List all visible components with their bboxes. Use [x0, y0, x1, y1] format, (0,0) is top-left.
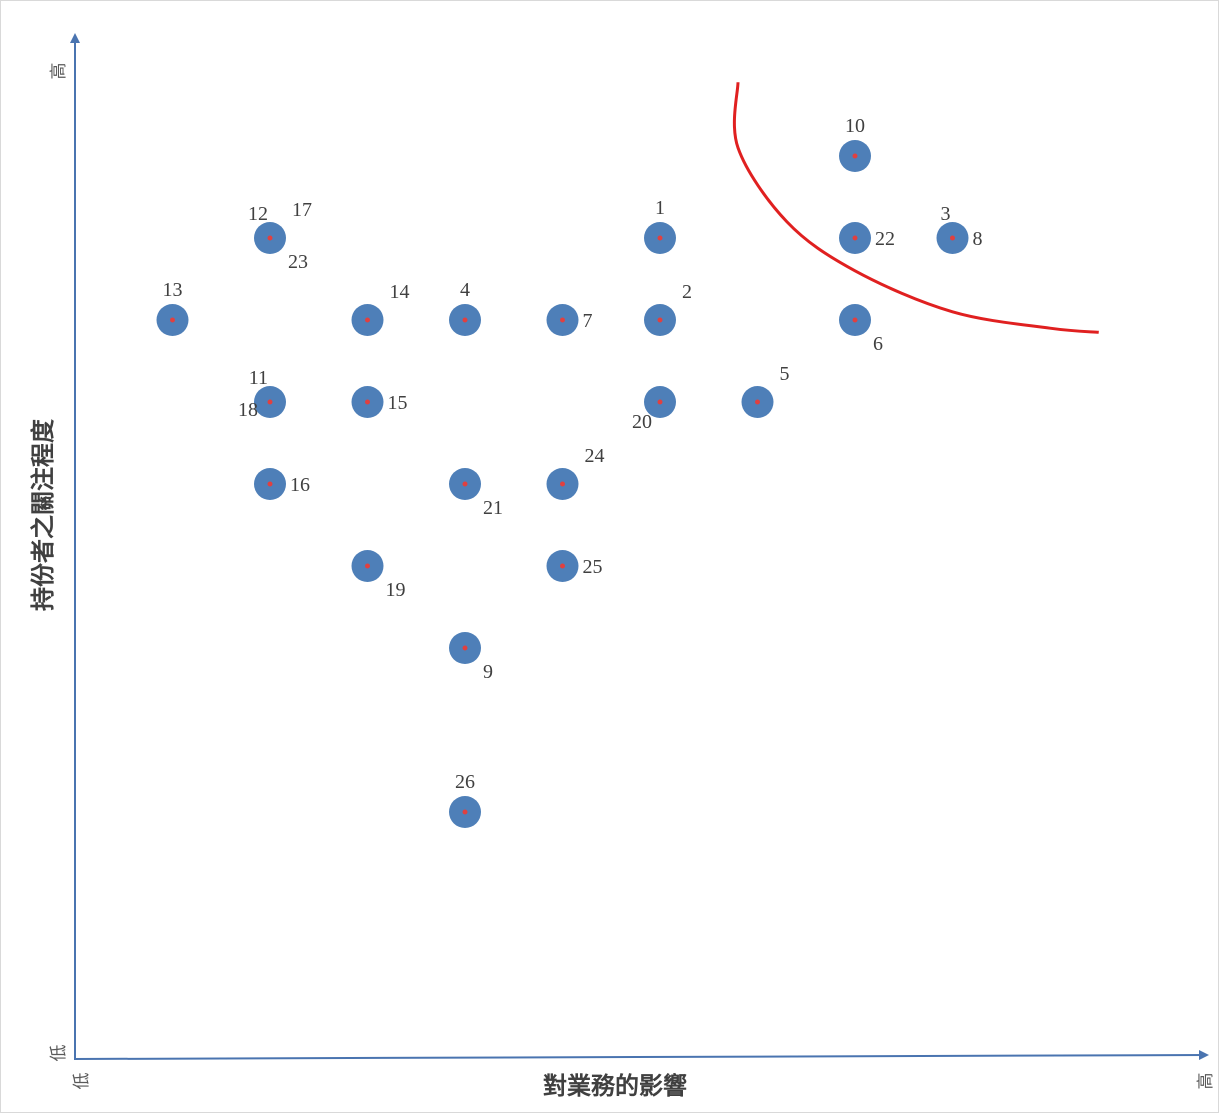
axes: [70, 33, 1209, 1061]
point-label: 4: [460, 279, 470, 301]
x-axis-line: [73, 1050, 1209, 1061]
data-point-center: [462, 809, 468, 815]
data-point-center: [560, 481, 565, 487]
data-point-center: [852, 153, 858, 159]
data-point-center: [267, 481, 273, 487]
point-label: 6: [873, 333, 883, 355]
point-label: 23: [288, 251, 308, 273]
data-point-center: [560, 317, 565, 323]
point-label: 18: [238, 399, 258, 421]
x-tick-low: 低: [72, 1073, 92, 1090]
point-label: 9: [483, 661, 493, 683]
point-label: 2: [682, 281, 692, 303]
data-point-center: [950, 235, 955, 241]
data-point-center: [462, 645, 468, 651]
data-point-center: [657, 235, 663, 241]
point-label: 7: [583, 310, 593, 332]
point-label: 11: [249, 367, 268, 389]
point-label: 20: [632, 411, 652, 433]
x-tick-high: 高: [1196, 1073, 1216, 1090]
point-label: 17: [292, 199, 312, 221]
data-point-center: [852, 317, 858, 323]
data-point-center: [365, 399, 370, 405]
point-label: 10: [845, 115, 865, 137]
point-label: 19: [386, 579, 406, 601]
data-point-center: [657, 317, 663, 323]
data-point-center: [657, 399, 663, 405]
data-point-center: [267, 399, 273, 405]
data-point-center: [852, 235, 858, 241]
point-label: 8: [973, 228, 983, 250]
point-label: 21: [483, 497, 503, 519]
point-label: 15: [388, 392, 408, 414]
data-point-center: [560, 563, 565, 569]
point-label: 12: [248, 203, 268, 225]
data-point-center: [267, 235, 273, 241]
data-point-center: [462, 481, 468, 487]
point-label: 3: [941, 203, 951, 225]
points-layer: [156, 140, 969, 828]
data-point-center: [462, 317, 468, 323]
y-tick-high: 高: [49, 63, 69, 80]
point-label: 22: [875, 228, 895, 250]
data-point-center: [755, 399, 760, 405]
y-axis-title: 持份者之關注程度: [29, 418, 57, 611]
data-point-center: [365, 563, 370, 569]
threshold-curve: [732, 82, 1099, 334]
data-point-center: [365, 317, 370, 323]
point-label: 26: [455, 771, 475, 793]
point-label: 25: [583, 556, 603, 578]
threshold-curve-layer: [732, 82, 1099, 334]
point-label: 16: [290, 474, 310, 496]
y-tick-low: 低: [49, 1045, 69, 1062]
point-label: 13: [163, 279, 183, 301]
point-label: 14: [390, 281, 410, 303]
point-label: 24: [585, 445, 605, 467]
point-label: 1: [655, 197, 665, 219]
x-axis-title: 對業務的影響: [543, 1072, 687, 1100]
data-point-center: [170, 317, 175, 323]
point-label: 5: [780, 363, 790, 385]
